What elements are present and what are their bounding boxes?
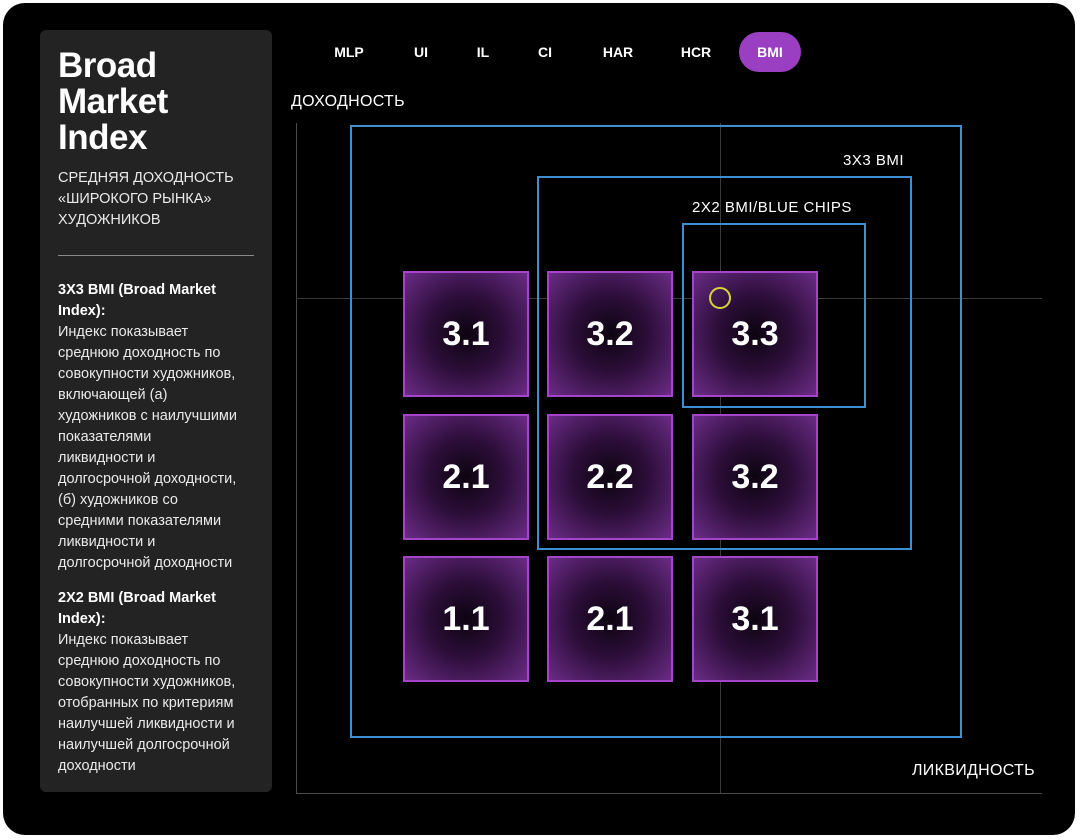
info-sidebar: Broad Market Index СРЕДНЯЯ ДОХОДНОСТЬ «Ш… — [40, 30, 272, 792]
description-2x2-text: Индекс показывает среднюю доходность по … — [58, 632, 236, 774]
sidebar-title: Broad Market Index — [58, 46, 168, 157]
description-2x2: 2Х2 BMI (Broad Market Index): Индекс пок… — [58, 588, 254, 777]
grid-cell[interactable]: 3.1 — [692, 556, 818, 682]
grid-cell[interactable]: 2.1 — [547, 556, 673, 682]
description-3x3-title: 3Х3 BMI (Broad Market Index): — [58, 282, 216, 319]
grid-cell[interactable]: 3.2 — [547, 271, 673, 397]
app-frame: Broad Market Index СРЕДНЯЯ ДОХОДНОСТЬ «Ш… — [3, 3, 1075, 835]
grid-cell[interactable]: 3.2 — [692, 414, 818, 540]
grid-cell[interactable]: 2.1 — [403, 414, 529, 540]
outer-bmi-box — [350, 125, 962, 738]
tab-bmi[interactable]: BMI — [739, 32, 801, 72]
sidebar-divider — [58, 255, 254, 256]
tab-mlp[interactable]: MLP — [334, 44, 364, 60]
sidebar-subtitle: СРЕДНЯЯ ДОХОДНОСТЬ «ШИРОКОГО РЫНКА» ХУДО… — [58, 170, 234, 228]
description-3x3: 3Х3 BMI (Broad Market Index): Индекс пок… — [58, 280, 254, 574]
y-axis — [296, 123, 297, 793]
tab-har[interactable]: HAR — [602, 44, 634, 60]
box-2x2-bmi — [682, 223, 866, 408]
description-3x3-text: Индекс показывает среднюю доходность по … — [58, 324, 238, 571]
box-3x3-label: 3Х3 BMI — [843, 152, 905, 169]
tab-hcr[interactable]: HCR — [680, 44, 712, 60]
tab-ci[interactable]: CI — [538, 44, 552, 60]
description-2x2-title: 2Х2 BMI (Broad Market Index): — [58, 590, 216, 627]
box-3x3-bmi — [537, 176, 912, 550]
x-axis-label: ЛИКВИДНОСТЬ — [912, 762, 1035, 779]
y-axis-label: ДОХОДНОСТЬ — [291, 93, 405, 110]
x-axis — [296, 793, 1042, 794]
box-2x2-label: 2Х2 BMI/BLUE CHIPS — [692, 199, 852, 216]
tab-ui[interactable]: UI — [414, 44, 428, 60]
grid-cell[interactable]: 2.2 — [547, 414, 673, 540]
grid-cell[interactable]: 1.1 — [403, 556, 529, 682]
tab-il[interactable]: IL — [476, 44, 490, 60]
position-marker — [709, 287, 731, 309]
grid-cell[interactable]: 3.1 — [403, 271, 529, 397]
